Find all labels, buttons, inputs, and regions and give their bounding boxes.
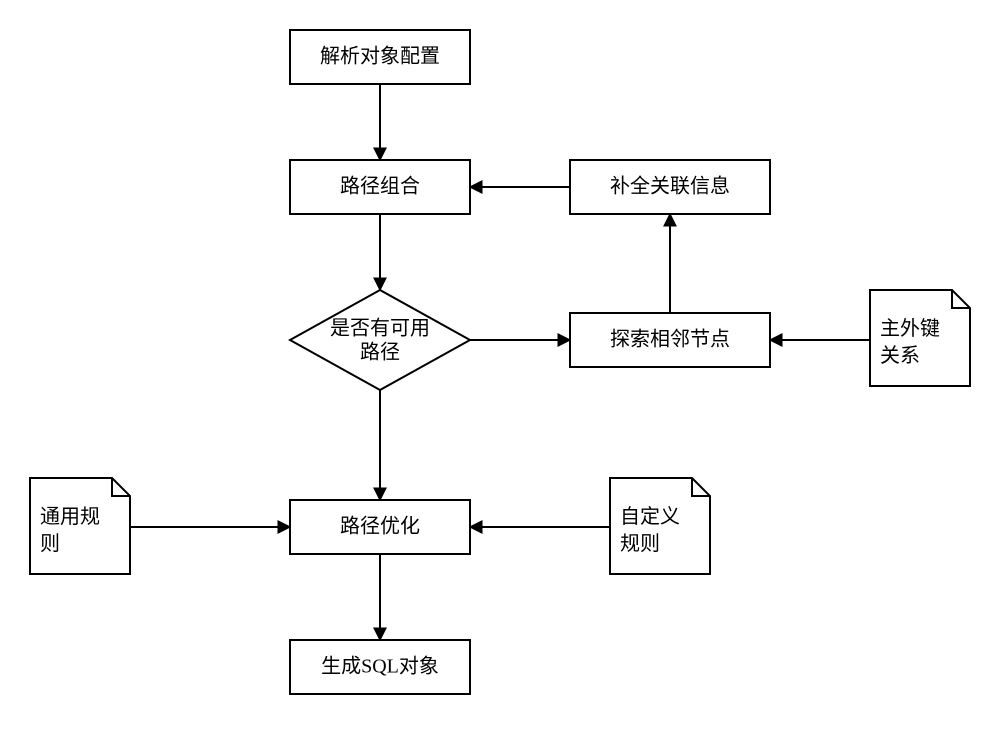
parse_config-label: 解析对象配置 xyxy=(320,45,440,68)
fk_relation-line2: 关系 xyxy=(880,344,920,367)
node-complete_assoc: 补全关联信息 xyxy=(570,160,770,214)
general_rule-line2: 则 xyxy=(40,532,60,555)
node-explore_adj: 探索相邻节点 xyxy=(570,313,770,367)
fk_relation-line1: 主外键 xyxy=(880,317,940,340)
node-fk_relation: 主外键关系 xyxy=(870,290,970,386)
custom_rule-line1: 自定义 xyxy=(620,505,680,528)
node-path_combine: 路径组合 xyxy=(290,160,470,214)
path_optimize-label: 路径优化 xyxy=(340,515,420,538)
path_combine-label: 路径组合 xyxy=(340,175,420,198)
decision-line2: 路径 xyxy=(360,341,400,364)
node-parse_config: 解析对象配置 xyxy=(290,30,470,84)
node-custom_rule: 自定义规则 xyxy=(610,478,710,574)
node-general_rule: 通用规则 xyxy=(30,478,130,574)
complete_assoc-label: 补全关联信息 xyxy=(610,175,730,198)
explore_adj-label: 探索相邻节点 xyxy=(610,328,730,351)
custom_rule-line2: 规则 xyxy=(620,532,660,555)
gen_sql-label: 生成SQL对象 xyxy=(321,655,439,678)
node-decision: 是否有可用路径 xyxy=(290,290,470,390)
node-gen_sql: 生成SQL对象 xyxy=(290,640,470,694)
node-path_optimize: 路径优化 xyxy=(290,500,470,554)
decision-line1: 是否有可用 xyxy=(330,317,430,340)
general_rule-line1: 通用规 xyxy=(40,505,100,528)
